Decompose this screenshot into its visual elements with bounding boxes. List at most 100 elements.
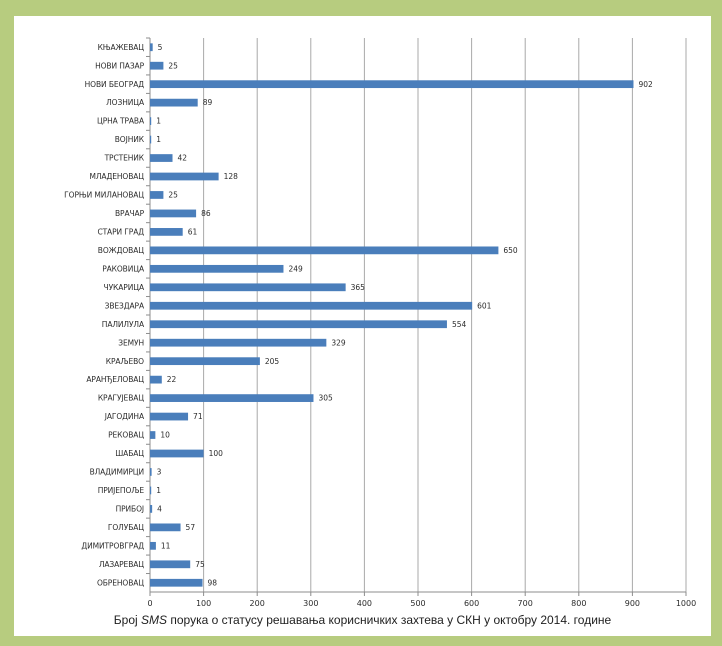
bar <box>150 560 191 569</box>
bar <box>150 375 162 384</box>
data-label: 1 <box>156 117 161 126</box>
category-label: РАКОВИЦА <box>102 264 145 273</box>
bar <box>150 357 260 366</box>
data-label: 601 <box>477 301 492 310</box>
data-label: 365 <box>351 283 366 292</box>
x-tick-label: 400 <box>357 599 372 606</box>
bar <box>150 154 173 162</box>
category-label: АРАНЂЕЛОВАЦ <box>86 375 144 384</box>
data-label: 11 <box>161 541 171 550</box>
category-label: ПРИЈЕПОЉЕ <box>98 486 145 495</box>
category-label: ГОЛУБАЦ <box>108 523 144 532</box>
category-label: МЛАДЕНОВАЦ <box>90 172 145 181</box>
bar <box>150 486 152 495</box>
bar <box>150 431 156 439</box>
data-label: 10 <box>160 431 170 440</box>
data-label: 205 <box>265 357 280 366</box>
category-label: ТРСТЕНИК <box>104 154 145 163</box>
data-label: 57 <box>186 523 196 532</box>
data-label: 5 <box>158 43 163 52</box>
data-label: 4 <box>157 505 162 514</box>
bar <box>150 301 473 310</box>
x-tick-label: 500 <box>410 599 425 606</box>
data-label: 902 <box>638 80 653 89</box>
bar <box>150 228 183 236</box>
category-label: ШАБАЦ <box>115 449 144 458</box>
category-label: ЦРНА ТРАВА <box>97 117 145 126</box>
caption-before: Број <box>113 613 142 627</box>
category-label: ВОЖДОВАЦ <box>98 246 144 255</box>
bar <box>150 394 314 402</box>
category-label: ВРАЧАР <box>115 209 145 218</box>
data-label: 305 <box>318 394 333 403</box>
data-label: 650 <box>503 246 518 255</box>
bar <box>150 523 181 532</box>
bar <box>150 338 327 347</box>
category-label: КЊАЖЕВАЦ <box>98 43 145 52</box>
x-tick-label: 0 <box>147 599 152 606</box>
bar <box>150 264 284 273</box>
data-label: 1 <box>156 135 161 144</box>
category-label: ЗВЕЗДАРА <box>105 301 145 310</box>
data-label: 3 <box>157 468 162 477</box>
data-label: 89 <box>203 98 213 107</box>
x-tick-label: 1000 <box>676 599 696 606</box>
bar <box>150 172 219 181</box>
data-label: 1 <box>156 486 161 495</box>
caption-emphasis: SMS <box>141 613 168 627</box>
bar <box>150 80 634 89</box>
x-tick-label: 100 <box>196 599 211 606</box>
category-label: НОВИ ПАЗАР <box>95 61 144 70</box>
data-label: 249 <box>288 264 303 273</box>
x-tick-label: 300 <box>303 599 318 606</box>
bar <box>150 578 203 587</box>
bar <box>150 449 204 458</box>
category-label: ДИМИТРОВГРАД <box>81 541 144 550</box>
data-label: 42 <box>178 154 188 163</box>
category-label: ЛАЗАРЕВАЦ <box>99 560 144 569</box>
bar <box>150 43 153 52</box>
category-label: СТАРИ ГРАД <box>97 228 144 237</box>
category-label: ВЛАДИМИРЦИ <box>90 468 144 477</box>
category-label: ЗЕМУН <box>118 338 144 347</box>
data-label: 100 <box>209 449 224 458</box>
data-label: 25 <box>168 191 178 200</box>
data-label: 86 <box>201 209 211 218</box>
bar <box>150 98 198 107</box>
data-label: 98 <box>208 578 218 587</box>
bar <box>150 61 164 70</box>
category-label: ПРИБОЈ <box>116 505 144 514</box>
bar <box>150 135 152 144</box>
data-label: 554 <box>452 320 467 329</box>
chart-panel: 0 100 200 300 400 500 600 700 800 900 1000 КЊАЖЕВАЦ… <box>14 16 711 636</box>
bar <box>150 117 152 125</box>
data-label: 22 <box>167 375 177 384</box>
data-label: 71 <box>193 412 203 421</box>
bar <box>150 412 189 421</box>
bar-chart: 0 100 200 300 400 500 600 700 800 900 1000 КЊАЖЕВАЦ… <box>64 37 696 606</box>
data-label: 61 <box>188 228 198 237</box>
category-label: РЕКОВАЦ <box>108 431 144 440</box>
x-tick-label: 200 <box>250 599 265 606</box>
x-tick-label: 800 <box>571 599 586 606</box>
bar <box>150 283 346 292</box>
bar <box>150 209 197 218</box>
data-label: 329 <box>331 338 346 347</box>
category-label: КРАГУЈЕВАЦ <box>98 394 144 403</box>
bar <box>150 191 164 199</box>
category-label: НОВИ БЕОГРАД <box>85 80 145 89</box>
data-label: 25 <box>168 61 178 70</box>
bar <box>150 246 499 255</box>
x-tick-label: 600 <box>464 599 479 606</box>
data-label: 75 <box>195 560 205 569</box>
data-label: 128 <box>224 172 239 181</box>
category-label: ЧУКАРИЦА <box>104 283 145 292</box>
bar <box>150 505 153 513</box>
chart-caption: Број SMS порука о статусу решавања корис… <box>14 613 711 627</box>
category-label: ОБРЕНОВАЦ <box>97 578 144 587</box>
caption-after: порука о статусу решавања корисничких за… <box>167 613 612 627</box>
bar <box>150 541 156 550</box>
x-tick-label: 900 <box>625 599 640 606</box>
category-label: ВОЈНИК <box>115 135 145 144</box>
category-label: ПАЛИЛУЛА <box>102 320 145 329</box>
